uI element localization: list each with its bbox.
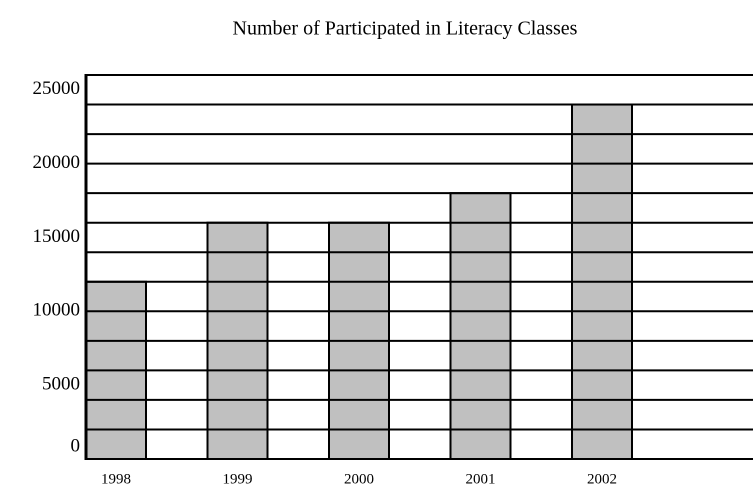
x-tick-label: 2001: [466, 471, 496, 487]
y-tick-label: 10000: [33, 300, 81, 321]
chart-title: Number of Participated in Literacy Class…: [233, 18, 578, 40]
y-tick-label: 5000: [42, 374, 80, 395]
bar: [449, 192, 512, 460]
y-tick-label: 25000: [33, 78, 81, 99]
y-tick-label: 20000: [33, 152, 81, 173]
x-tick-label: 1999: [223, 471, 253, 487]
y-tick-label: 0: [71, 435, 81, 456]
x-tick-label: 2000: [344, 471, 374, 487]
x-tick-label: 1998: [101, 471, 131, 487]
y-tick-label: 15000: [33, 226, 81, 247]
x-tick-label: 2002: [587, 471, 617, 487]
